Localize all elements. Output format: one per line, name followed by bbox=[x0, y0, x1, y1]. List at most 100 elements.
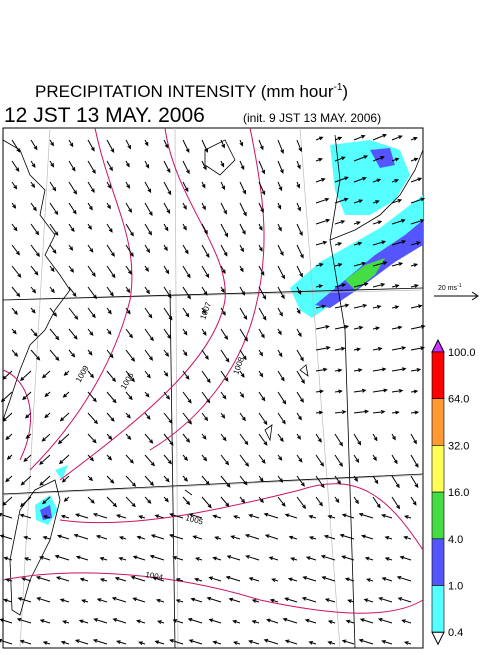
wind-arrow bbox=[106, 391, 117, 404]
wind-arrow bbox=[68, 139, 74, 148]
wind-arrow bbox=[201, 496, 212, 509]
wind-arrow bbox=[315, 433, 322, 443]
wind-arrow bbox=[334, 283, 347, 288]
wind-arrow bbox=[258, 307, 267, 321]
wind-arrow bbox=[296, 496, 307, 510]
wind-arrow bbox=[49, 160, 55, 168]
wind-arrow bbox=[144, 244, 151, 254]
wind-arrow bbox=[182, 349, 188, 357]
wind-arrow bbox=[68, 244, 74, 251]
wind-arrow bbox=[353, 433, 362, 446]
wind-arrow bbox=[163, 454, 173, 465]
wind-arrow bbox=[410, 284, 419, 288]
wind-arrow bbox=[106, 496, 118, 508]
wind-arrow bbox=[391, 135, 403, 141]
wind-arrow bbox=[308, 536, 317, 540]
wind-arrow bbox=[361, 534, 374, 540]
wind-arrow bbox=[258, 412, 268, 426]
wind-arrow bbox=[277, 265, 285, 280]
wind-arrow bbox=[220, 265, 226, 275]
wind-arrow bbox=[68, 307, 79, 320]
wind-arrow bbox=[296, 412, 302, 421]
wind-arrow bbox=[61, 475, 70, 483]
wind-arrow bbox=[296, 265, 303, 278]
wind-arrow bbox=[59, 412, 70, 422]
wind-arrow bbox=[163, 160, 171, 174]
wind-arrow bbox=[150, 534, 165, 540]
wind-arrow bbox=[277, 328, 282, 336]
wind-arrow bbox=[201, 412, 209, 422]
coastline bbox=[2, 139, 424, 616]
wind-arrow bbox=[36, 597, 51, 603]
wind-arrow bbox=[163, 370, 169, 377]
wind-arrow bbox=[391, 325, 403, 330]
wind-arrow bbox=[68, 160, 76, 172]
wind-arrow bbox=[239, 160, 245, 171]
wind-arrow bbox=[391, 157, 400, 162]
wind-arrow bbox=[372, 454, 377, 462]
wind-arrow bbox=[54, 554, 70, 561]
wind-arrow bbox=[130, 575, 146, 582]
wind-arrow bbox=[268, 556, 279, 561]
wind-arrow bbox=[144, 454, 155, 467]
wind-arrow bbox=[201, 433, 207, 440]
colorbar: 100.0 64.0 32.0 16.0 4.0 1.0 0.4 bbox=[431, 338, 476, 646]
wind-arrow bbox=[258, 496, 264, 504]
wind-arrow bbox=[258, 181, 266, 196]
wind-arrow bbox=[220, 223, 229, 238]
wind-arrow bbox=[315, 136, 324, 141]
wind-arrow bbox=[315, 197, 330, 204]
wind-arrow bbox=[378, 597, 393, 603]
wind-arrow bbox=[334, 324, 350, 330]
wind-arrow bbox=[277, 202, 282, 210]
wind-arrow bbox=[35, 575, 51, 582]
wind-arrow bbox=[212, 556, 222, 561]
map-boundary bbox=[2, 134, 424, 649]
wind-arrow bbox=[410, 157, 419, 162]
wind-arrow bbox=[201, 475, 210, 486]
wind-arrow bbox=[334, 303, 350, 309]
wind-arrow bbox=[57, 433, 70, 445]
colorbar-label: 4.0 bbox=[448, 534, 463, 546]
wind-arrow bbox=[11, 307, 18, 315]
wind-arrow bbox=[114, 576, 127, 582]
wind-arrow bbox=[359, 618, 374, 624]
wind-arrow bbox=[125, 370, 135, 383]
colorbar-segment bbox=[431, 491, 445, 540]
wind-arrow bbox=[220, 307, 226, 316]
wind-arrow bbox=[93, 618, 108, 624]
wind-arrow bbox=[271, 578, 279, 582]
wind-arrow bbox=[163, 139, 169, 149]
wind-arrow bbox=[125, 202, 132, 213]
wind-arrow bbox=[277, 160, 284, 174]
wind-arrow bbox=[277, 244, 284, 257]
wind-arrow bbox=[2, 370, 13, 380]
wind-arrow bbox=[396, 575, 412, 582]
wind-arrow bbox=[144, 496, 152, 504]
colorbar-label: 64.0 bbox=[448, 394, 469, 406]
wind-arrow bbox=[220, 328, 229, 341]
wind-arrow bbox=[11, 286, 21, 298]
wind-arrow bbox=[182, 244, 189, 255]
wind-arrow bbox=[106, 454, 113, 461]
wind-arrow bbox=[201, 202, 206, 211]
wind-arrow bbox=[381, 639, 393, 645]
wind-arrow bbox=[315, 367, 328, 372]
wind-arrow bbox=[323, 534, 336, 540]
wind-arrow bbox=[87, 139, 95, 152]
wind-arrow bbox=[315, 240, 328, 246]
wind-arrow bbox=[353, 282, 369, 288]
wind-arrow bbox=[334, 136, 343, 141]
wind-arrow bbox=[212, 514, 222, 519]
wind-arrow bbox=[220, 349, 230, 363]
wind-arrow bbox=[201, 328, 207, 336]
wind-arrow bbox=[0, 638, 13, 645]
wind-arrow bbox=[334, 475, 342, 485]
wind-arrow bbox=[49, 349, 60, 362]
title-close: ) bbox=[342, 82, 348, 101]
wind-arrow bbox=[296, 328, 302, 338]
wind-arrow bbox=[11, 202, 17, 209]
wind-arrow bbox=[277, 307, 283, 317]
wind-arrow bbox=[182, 139, 190, 153]
wind-arrow bbox=[3, 598, 13, 603]
